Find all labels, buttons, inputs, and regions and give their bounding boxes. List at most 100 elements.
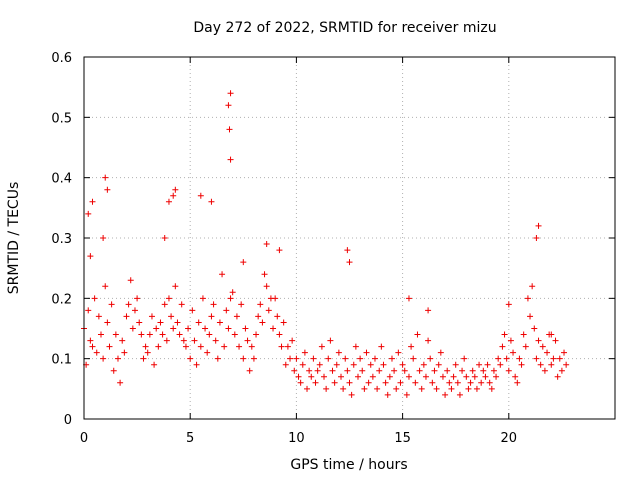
data-point (446, 379, 453, 386)
data-point (163, 337, 170, 344)
data-point (323, 385, 330, 392)
data-point (191, 337, 198, 344)
data-point (144, 349, 151, 356)
data-point (505, 367, 512, 374)
data-point (227, 295, 234, 302)
data-point (134, 295, 141, 302)
data-point (471, 373, 478, 380)
data-point (148, 313, 155, 320)
data-point (174, 319, 181, 326)
data-point (476, 361, 483, 368)
data-point (242, 325, 249, 332)
data-point (437, 349, 444, 356)
data-point (257, 301, 264, 308)
data-point (541, 367, 548, 374)
data-point (182, 343, 189, 350)
data-point (110, 367, 117, 374)
data-point (535, 337, 542, 344)
data-point (216, 319, 223, 326)
data-point (425, 307, 432, 314)
data-point (374, 385, 381, 392)
data-point (138, 331, 145, 338)
data-point (146, 331, 153, 338)
data-point (333, 361, 340, 368)
data-point (442, 391, 449, 398)
data-point (104, 186, 111, 193)
data-point (405, 373, 412, 380)
data-point (484, 361, 491, 368)
data-point (142, 343, 149, 350)
data-point (499, 343, 506, 350)
data-point (558, 367, 565, 374)
data-point (522, 343, 529, 350)
data-point (195, 319, 202, 326)
data-point (263, 283, 270, 290)
data-point (299, 361, 306, 368)
data-point (306, 367, 313, 374)
data-point (548, 331, 555, 338)
data-point (429, 379, 436, 386)
data-point (486, 379, 493, 386)
data-point (197, 192, 204, 199)
data-point (384, 391, 391, 398)
data-point (225, 102, 232, 109)
data-point (420, 361, 427, 368)
data-point (405, 295, 412, 302)
data-point (357, 355, 364, 362)
data-point (408, 343, 415, 350)
data-point (236, 343, 243, 350)
data-point (359, 367, 366, 374)
data-point (250, 355, 257, 362)
axis-ticks: 0 5 10 15 20 0 0.1 0.2 0.3 0.4 0.5 0.6 (51, 51, 615, 446)
data-point (316, 361, 323, 368)
data-point (97, 331, 104, 338)
data-point (516, 355, 523, 362)
data-point (170, 192, 177, 199)
data-point (493, 373, 500, 380)
data-point (535, 222, 542, 229)
data-point (157, 319, 164, 326)
data-point (520, 331, 527, 338)
data-point (514, 379, 521, 386)
data-point (168, 313, 175, 320)
data-point (89, 343, 96, 350)
data-point (240, 259, 247, 266)
data-point (161, 301, 168, 308)
data-point (193, 361, 200, 368)
data-point (293, 355, 300, 362)
data-point (414, 331, 421, 338)
data-point (91, 295, 98, 302)
y-tick-label: 0.6 (51, 51, 72, 66)
data-point (490, 367, 497, 374)
x-tick-label: 0 (80, 431, 88, 446)
data-point (459, 367, 466, 374)
data-point (348, 391, 355, 398)
data-point (197, 343, 204, 350)
y-axis-label: SRMTID / TECUs (6, 182, 22, 295)
data-point (289, 337, 296, 344)
data-point (425, 337, 432, 344)
data-point (454, 379, 461, 386)
data-point (223, 307, 230, 314)
data-point (463, 373, 470, 380)
data-point (369, 373, 376, 380)
data-point (418, 385, 425, 392)
data-point (208, 198, 215, 205)
data-point (121, 349, 128, 356)
data-point (274, 313, 281, 320)
x-tick-label: 10 (288, 431, 305, 446)
data-point (159, 331, 166, 338)
data-point (397, 379, 404, 386)
data-point (327, 337, 334, 344)
data-point (338, 373, 345, 380)
data-point (344, 367, 351, 374)
x-axis-label: GPS time / hours (290, 457, 407, 473)
data-point (382, 379, 389, 386)
data-point (129, 325, 136, 332)
data-point (170, 325, 177, 332)
data-point (378, 343, 385, 350)
data-point (214, 355, 221, 362)
data-point (435, 361, 442, 368)
data-point (352, 343, 359, 350)
data-point (100, 355, 107, 362)
